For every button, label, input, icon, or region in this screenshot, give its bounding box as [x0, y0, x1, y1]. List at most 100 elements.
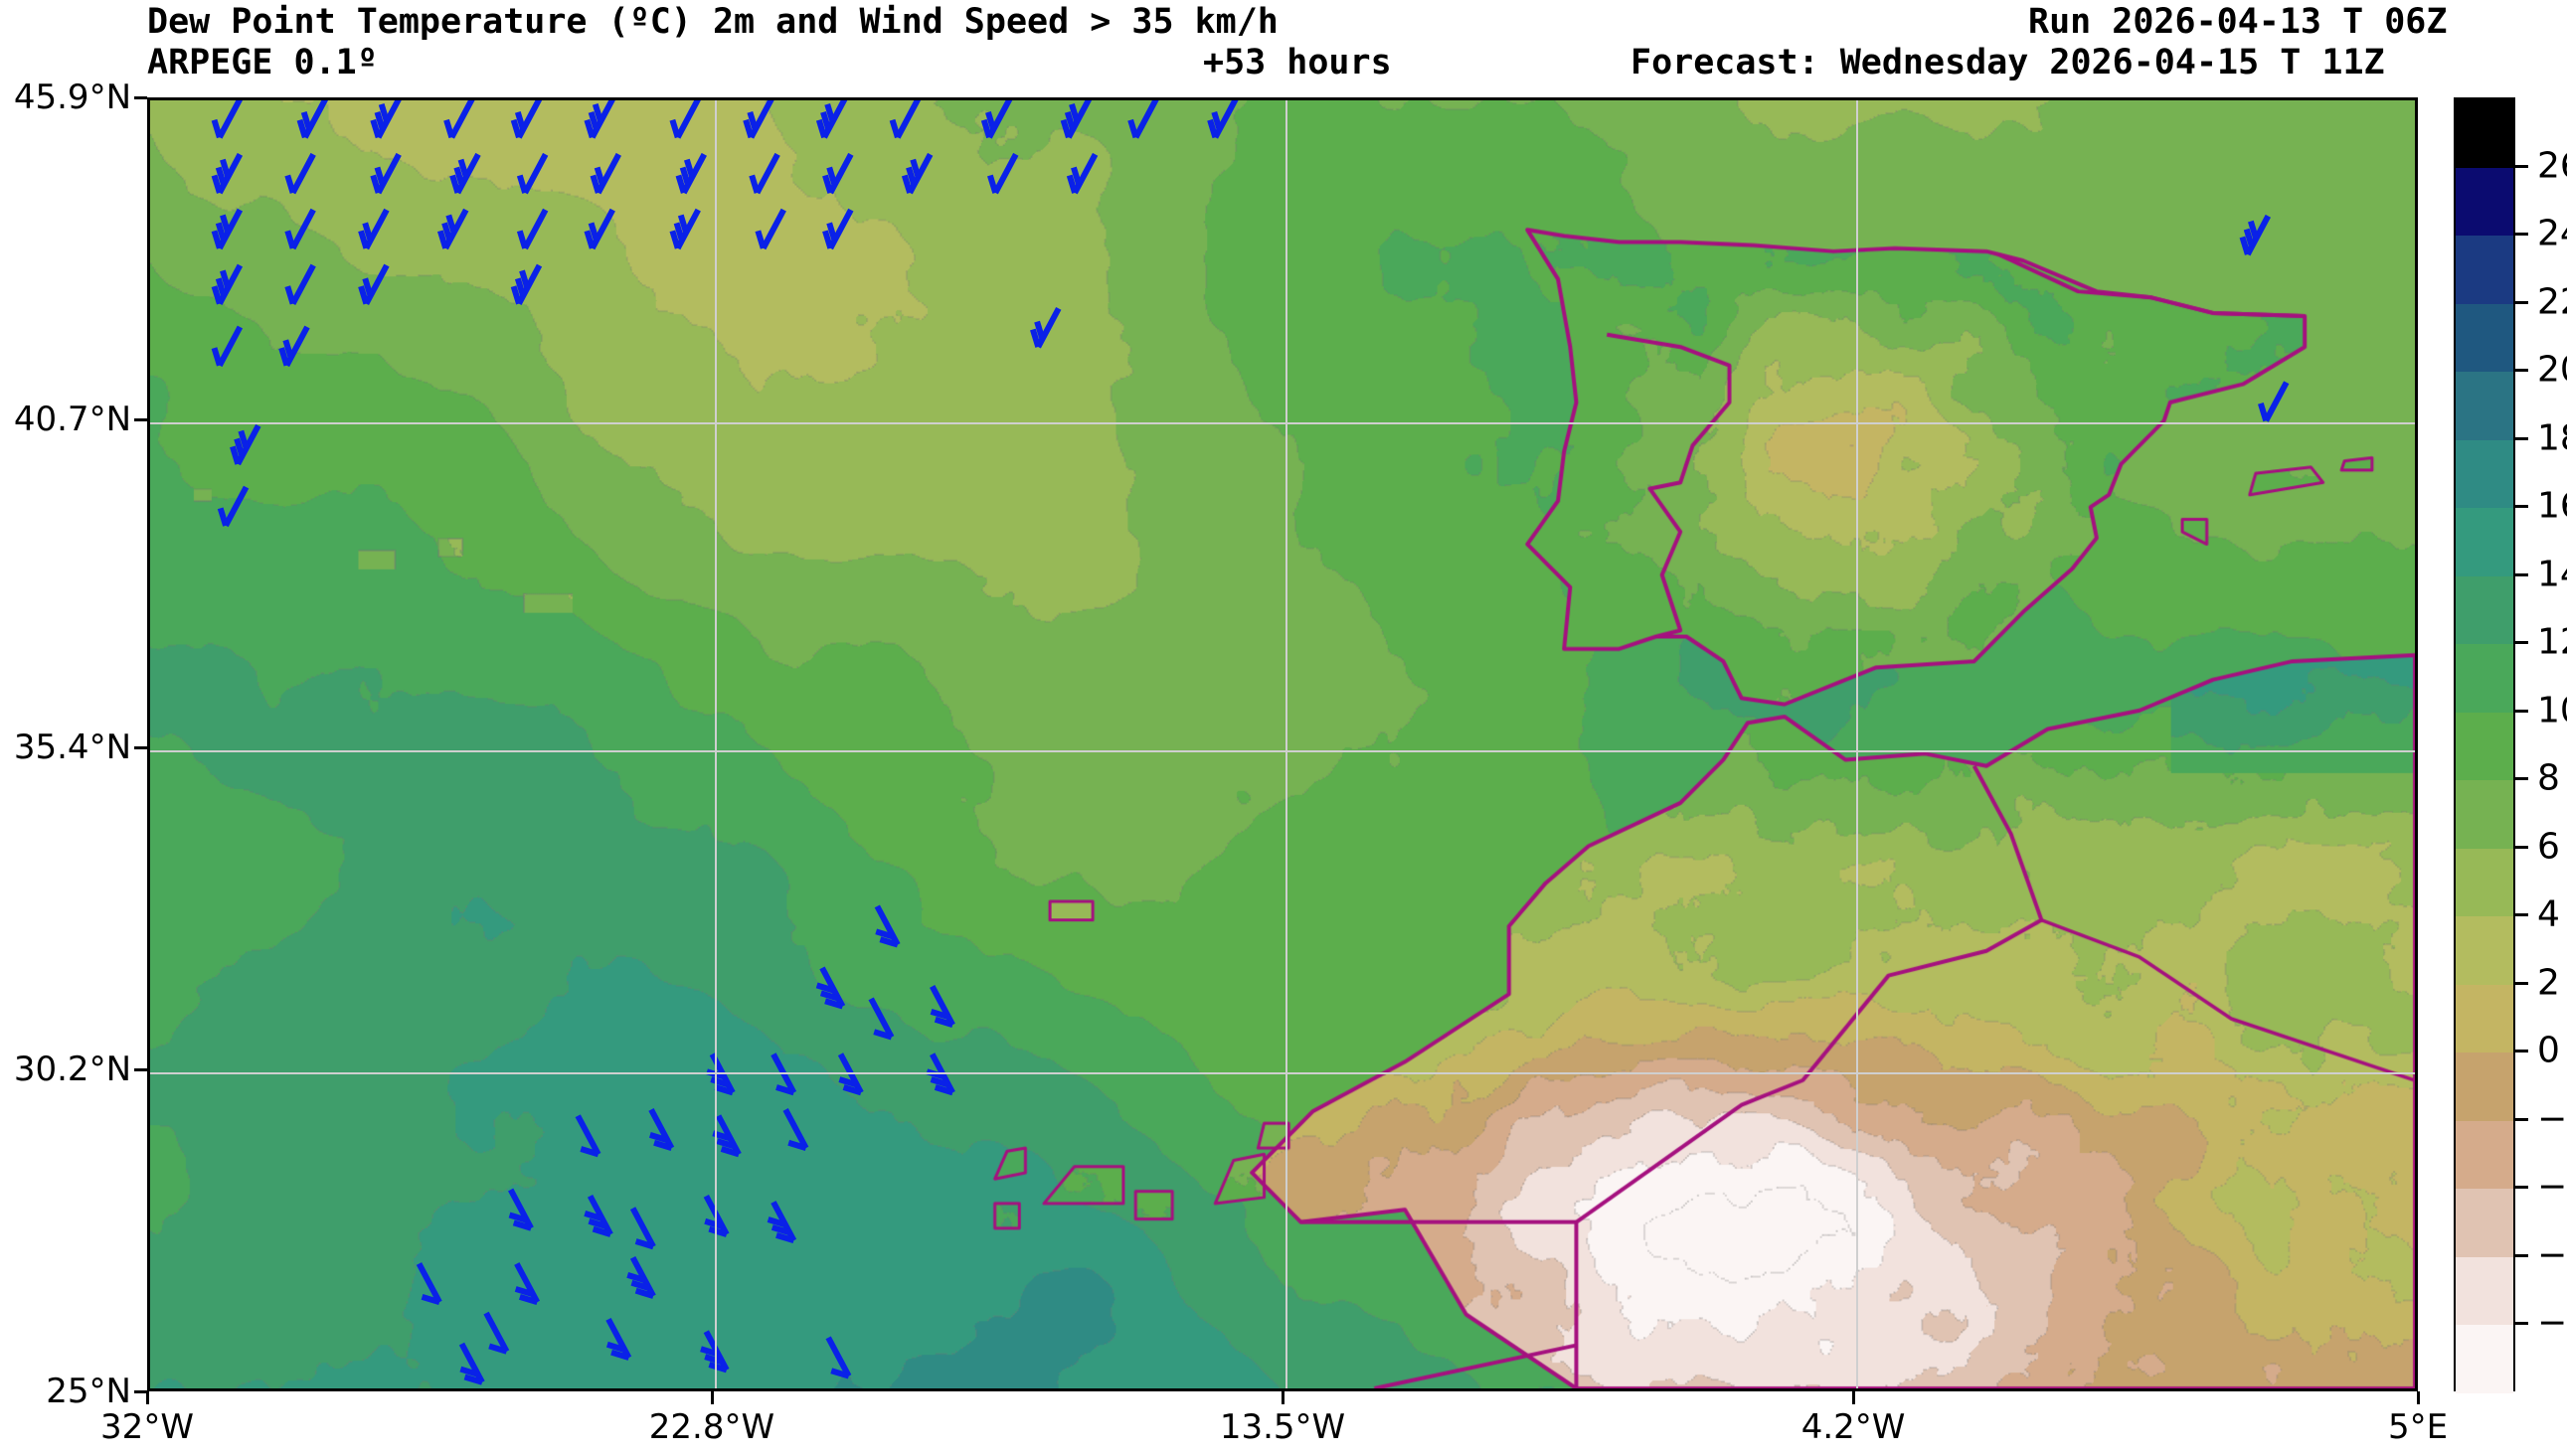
map-plot-area[interactable] — [147, 97, 2418, 1391]
wind-barb — [629, 1207, 656, 1250]
wind-barb — [669, 208, 701, 250]
wind-barb — [211, 325, 244, 368]
y-tick — [134, 96, 147, 99]
wind-barb — [590, 152, 621, 195]
y-axis-label: 30.2°N — [13, 1050, 131, 1090]
wind-barb — [284, 263, 316, 306]
wind-barb — [703, 1194, 730, 1237]
wind-barb — [449, 152, 481, 195]
wind-barb — [510, 100, 543, 139]
colorbar-tick — [2515, 981, 2528, 985]
wind-barb — [980, 100, 1013, 139]
colorbar-tick — [2515, 1186, 2528, 1190]
wind-barb — [514, 1262, 541, 1306]
wind-barb — [458, 1342, 485, 1385]
colorbar-tick-label: 10 — [2537, 690, 2567, 731]
colorbar-tick — [2515, 845, 2528, 849]
longitude-gridline — [1856, 100, 1859, 1388]
forecast-time-label: Forecast: Wednesday 2026-04-15 T 11Z — [1630, 43, 2385, 82]
longitude-gridline — [1285, 100, 1287, 1388]
colorbar-tick-label: 8 — [2537, 757, 2560, 799]
wind-barb — [358, 263, 390, 306]
wind-barb — [443, 100, 475, 139]
wind-barb — [516, 152, 549, 195]
colorbar-segment — [2456, 236, 2513, 304]
colorbar-tick — [2515, 1253, 2528, 1257]
x-tick — [1852, 1391, 1856, 1404]
y-tick — [134, 1390, 147, 1393]
wind-barb — [1060, 100, 1093, 139]
colorbar-segment — [2456, 1256, 2513, 1326]
dewpoint-contour-field — [150, 100, 2415, 1388]
wind-barb — [825, 1336, 852, 1379]
wind-barb — [815, 100, 848, 139]
wind-barb — [510, 263, 543, 306]
colorbar-tick-label: 2 — [2537, 962, 2560, 1004]
wind-barb — [1207, 100, 1239, 139]
wind-barb — [648, 1108, 675, 1151]
wind-barb — [370, 152, 402, 195]
y-axis-label: 35.4°N — [13, 728, 131, 768]
x-axis-label: 4.2°W — [1800, 1407, 1906, 1447]
wind-barb — [770, 1052, 797, 1096]
colorbar-segment — [2456, 508, 2513, 576]
x-axis-label: 22.8°W — [648, 1407, 775, 1447]
wind-barb — [584, 100, 615, 139]
colorbar-tick-label: 24 — [2537, 213, 2567, 254]
x-tick — [146, 1391, 149, 1404]
wind-barb — [626, 1255, 656, 1299]
colorbar-tick-label: 16 — [2537, 485, 2567, 527]
wind-barb — [2239, 214, 2272, 256]
wind-barb — [370, 100, 402, 139]
colorbar-tick — [2515, 1322, 2528, 1326]
colorbar-tick-label: 14 — [2537, 554, 2567, 595]
colorbar-tick-label: 20 — [2537, 349, 2567, 391]
wind-barb — [822, 152, 854, 195]
wind-barb — [284, 152, 316, 195]
colorbar-segment — [2456, 1052, 2513, 1121]
colorbar-tick — [2515, 913, 2528, 917]
wind-barb — [749, 152, 780, 195]
wind-barb — [889, 100, 922, 139]
colorbar-segment — [2456, 1325, 2513, 1393]
wind-barb — [296, 100, 329, 139]
colorbar-tick — [2515, 777, 2528, 781]
colorbar-tick — [2515, 233, 2528, 237]
wind-barb — [822, 208, 854, 250]
colorbar-tick-label: 4 — [2537, 893, 2560, 935]
wind-barb — [669, 100, 701, 139]
header: Dew Point Temperature (ºC) 2m and Wind S… — [0, 0, 2567, 97]
colorbar-tick-label: −4 — [2537, 1166, 2567, 1208]
wind-barb — [211, 263, 244, 306]
colorbar-tick-label: −2 — [2537, 1098, 2567, 1140]
wind-barb — [755, 208, 786, 250]
lead-time-label: +53 hours — [1203, 43, 1392, 82]
wind-barb — [712, 1114, 742, 1158]
colorbar-tick — [2515, 572, 2528, 576]
colorbar-tick-label: 0 — [2537, 1030, 2560, 1071]
colorbar-tick-label: 12 — [2537, 621, 2567, 663]
colorbar-tick — [2515, 436, 2528, 440]
y-tick — [134, 746, 147, 750]
wind-barb — [278, 325, 310, 368]
wind-barb — [358, 208, 390, 250]
wind-barb — [483, 1311, 510, 1355]
wind-barb — [416, 1262, 442, 1306]
colorbar-tick — [2515, 1117, 2528, 1121]
y-tick — [134, 1068, 147, 1072]
colorbar-tick — [2515, 1050, 2528, 1053]
colorbar-segment — [2456, 99, 2513, 168]
colorbar-segment — [2456, 984, 2513, 1053]
y-axis-label: 25°N — [46, 1372, 131, 1411]
wind-barb — [605, 1317, 632, 1361]
wind-barb — [700, 1330, 730, 1374]
run-time-label: Run 2026-04-13 T 06Z — [2028, 2, 2448, 42]
wind-barb — [1127, 100, 1159, 139]
wind-barb — [284, 208, 316, 250]
colorbar-tick — [2515, 164, 2528, 168]
wind-barb — [868, 997, 895, 1041]
colorbar-segment — [2456, 712, 2513, 781]
colorbar[interactable] — [2454, 97, 2515, 1393]
y-axis-label: 45.9°N — [13, 78, 131, 117]
wind-barb — [217, 485, 250, 528]
